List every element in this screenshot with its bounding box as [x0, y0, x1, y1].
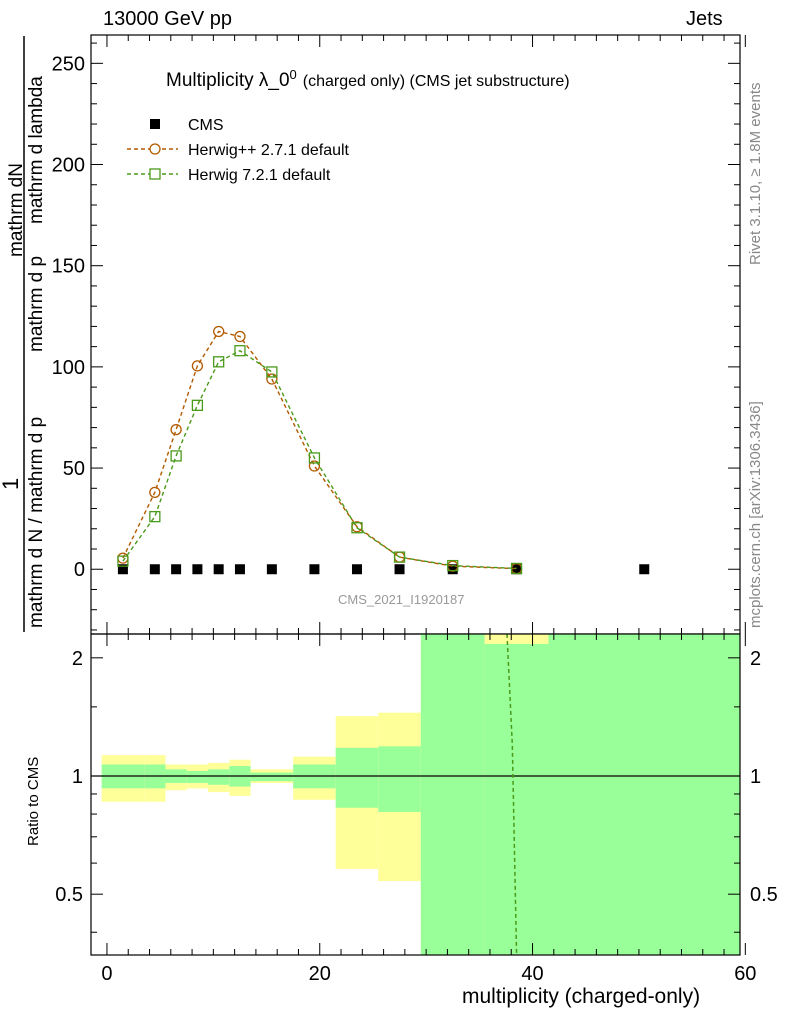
data-point-cms [639, 564, 650, 575]
ratio-frame [90, 633, 741, 956]
ratio-band-green [208, 769, 230, 785]
data-point-herwigpp [170, 423, 182, 436]
x-tick-label: 60 [734, 963, 756, 985]
plot-title: Multiplicity λ_00 (charged only) (CMS jet… [166, 67, 570, 92]
legend-label: CMS [188, 117, 224, 134]
ratio-band-green [250, 772, 294, 782]
data-point-herwigpp [308, 460, 321, 472]
data-point-cms [394, 564, 405, 575]
data-point-herwig7 [308, 452, 321, 464]
data-point-herwigpp [149, 486, 161, 498]
ratio-y-tick-label-right: 0.5 [750, 884, 778, 906]
main-plot: 0 50 100 150 200 250 CMS Herwig++ 2.7.1 default… [52, 34, 746, 635]
series-open-circle [117, 325, 523, 575]
svg-text:mathrm d lambda: mathrm d lambda [26, 76, 47, 224]
data-point-cms [351, 564, 362, 575]
data-point-herwig7 [149, 510, 161, 523]
y-tick-label: 200 [52, 155, 85, 177]
data-point-cms [266, 564, 277, 575]
ratio-band-green [186, 770, 209, 783]
series-filled-square [117, 564, 650, 575]
mcplots-label: mcplots.cern.ch [arXiv:1306.3436] [747, 401, 764, 628]
svg-text:1: 1 [0, 478, 23, 490]
data-point-cms [309, 564, 320, 575]
data-point-cms [192, 564, 203, 575]
ratio-y-tick-label-right: 2 [750, 648, 761, 670]
data-point-herwig7 [213, 356, 225, 368]
ratio-y-tick-label-right: 1 [750, 766, 761, 788]
data-point-herwigpp [234, 330, 246, 343]
data-point-cms [213, 564, 224, 575]
ratio-series-line [506, 633, 518, 956]
legend-marker-square [149, 168, 161, 180]
y-tick-label: 250 [52, 53, 85, 75]
y-tick-label: 50 [63, 458, 85, 480]
ratio-y-tick-label: 2 [72, 648, 83, 670]
legend-label: Herwig++ 2.7.1 default [188, 142, 350, 159]
series-open-square [117, 345, 523, 575]
ratio-band-green [548, 634, 740, 955]
data-point-herwig7 [351, 522, 363, 534]
x-tick-label: 0 [101, 963, 112, 985]
plot-watermark: CMS_2021_I1920187 [338, 592, 465, 607]
x-axis-label: multiplicity (charged-only) [462, 985, 701, 1008]
data-point-herwig7 [117, 555, 129, 567]
ratio-band-green [335, 747, 379, 808]
ratio-band-green [484, 643, 549, 955]
data-point-cms [511, 564, 522, 575]
data-point-herwig7 [510, 562, 523, 575]
series-line [122, 349, 517, 570]
rivet-version-label: Rivet 3.1.10, ≥ 1.8M events [747, 83, 764, 266]
svg-text:mathrm dN: mathrm dN [6, 163, 27, 257]
data-point-herwigpp [266, 373, 278, 385]
data-point-cms [447, 564, 458, 575]
x-tick-label: 40 [521, 963, 543, 985]
data-point-herwig7 [447, 559, 459, 572]
data-point-herwig7 [393, 551, 406, 563]
data-point-herwigpp [191, 360, 204, 372]
x-tick-label: 20 [309, 963, 331, 985]
ratio-band-green [420, 634, 485, 955]
data-point-herwig7 [191, 399, 204, 411]
data-point-cms [117, 564, 128, 575]
y-tick-label: 100 [52, 357, 85, 379]
svg-text:mathrm d p: mathrm d p [26, 256, 47, 352]
legend: CMS Herwig++ 2.7.1 default Herwig 7.2.1 de… [127, 117, 350, 184]
category-title: Jets [686, 8, 723, 30]
process-title: 13000 GeV pp [103, 8, 232, 30]
data-point-herwig7 [234, 345, 246, 357]
data-point-cms [149, 564, 160, 575]
ratio-band-green [378, 746, 421, 812]
data-point-herwigpp [213, 325, 225, 338]
ratio-y-tick-label: 0.5 [55, 884, 83, 906]
ratio-ylabel: Ratio to CMS [25, 757, 42, 846]
data-point-cms [234, 564, 245, 575]
data-point-herwig7 [170, 450, 182, 462]
legend-marker-cms [150, 119, 160, 129]
series-line [122, 330, 517, 570]
legend-marker-circle [149, 143, 161, 155]
y-tick-label: 150 [52, 256, 85, 278]
ratio-plot: 0.5 0.51 12 20 20 40 60 [55, 633, 778, 985]
ratio-y-tick-label: 1 [72, 766, 83, 788]
data-point-herwig7 [266, 366, 278, 378]
main-ylabel: 1 mathrm dN mathrm d N / mathrm d p math… [0, 36, 47, 632]
svg-text:mathrm d N / mathrm d p: mathrm d N / mathrm d p [26, 417, 47, 628]
y-tick-label: 0 [74, 559, 85, 581]
data-point-cms [171, 564, 182, 575]
legend-label: Herwig 7.2.1 default [188, 167, 331, 184]
